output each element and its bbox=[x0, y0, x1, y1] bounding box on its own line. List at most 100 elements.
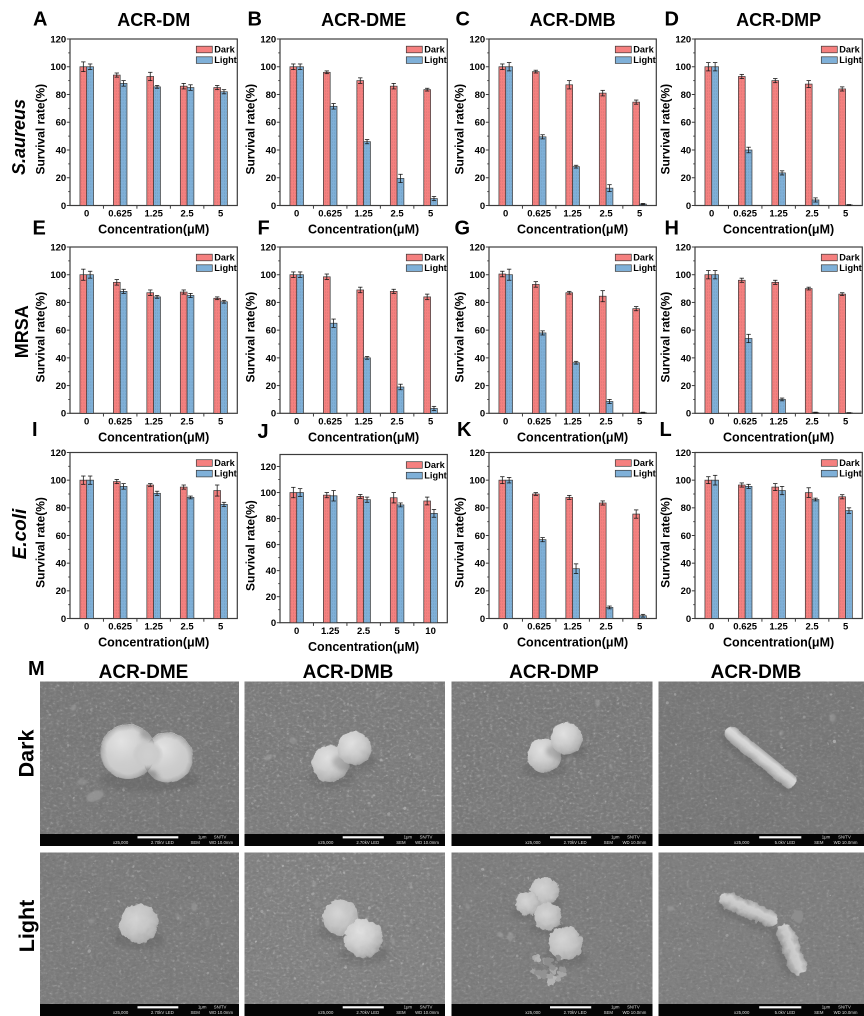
svg-text:Light: Light bbox=[839, 468, 861, 478]
svg-text:2.5: 2.5 bbox=[180, 622, 194, 633]
svg-text:Survival rate(%): Survival rate(%) bbox=[659, 497, 673, 588]
svg-text:20: 20 bbox=[475, 381, 486, 392]
svg-text:80: 80 bbox=[266, 298, 277, 309]
svg-text:5: 5 bbox=[637, 209, 643, 220]
svg-text:80: 80 bbox=[475, 503, 486, 514]
svg-text:L: L bbox=[660, 419, 672, 441]
svg-text:20: 20 bbox=[266, 381, 277, 392]
svg-text:20: 20 bbox=[56, 173, 67, 184]
svg-text:0: 0 bbox=[61, 409, 66, 420]
svg-text:Light: Light bbox=[214, 468, 236, 478]
svg-text:0: 0 bbox=[686, 409, 691, 420]
svg-text:0: 0 bbox=[271, 201, 276, 212]
svg-text:x25,000: x25,000 bbox=[734, 1010, 750, 1015]
svg-text:0.625: 0.625 bbox=[108, 417, 132, 428]
svg-text:Survival rate(%): Survival rate(%) bbox=[659, 84, 673, 175]
svg-text:100: 100 bbox=[50, 476, 66, 487]
svg-text:40: 40 bbox=[266, 566, 277, 577]
svg-text:0: 0 bbox=[503, 622, 508, 633]
svg-text:60: 60 bbox=[681, 118, 692, 129]
svg-text:120: 120 bbox=[675, 448, 691, 459]
svg-text:1μm: 1μm bbox=[611, 1005, 620, 1010]
svg-text:2.5: 2.5 bbox=[180, 417, 194, 428]
svg-text:5.0kV LED: 5.0kV LED bbox=[775, 1010, 796, 1015]
svg-text:100: 100 bbox=[675, 62, 691, 73]
svg-text:Concentration(μM): Concentration(μM) bbox=[723, 636, 834, 650]
svg-text:40: 40 bbox=[475, 145, 486, 156]
svg-text:SEM: SEM bbox=[814, 840, 824, 845]
svg-text:SEM: SEM bbox=[191, 840, 201, 845]
svg-text:1.25: 1.25 bbox=[354, 417, 373, 428]
svg-text:SN/TV: SN/TV bbox=[214, 835, 227, 840]
svg-text:2.5: 2.5 bbox=[805, 417, 819, 428]
svg-text:60: 60 bbox=[681, 326, 692, 337]
svg-text:5.0kV LED: 5.0kV LED bbox=[775, 840, 796, 845]
svg-text:2.70kV LED: 2.70kV LED bbox=[151, 1010, 174, 1015]
svg-text:0.625: 0.625 bbox=[318, 209, 342, 220]
svg-text:0: 0 bbox=[480, 409, 485, 420]
svg-text:0.625: 0.625 bbox=[318, 417, 342, 428]
svg-text:ACR-DMP: ACR-DMP bbox=[509, 662, 599, 683]
svg-text:0: 0 bbox=[61, 614, 66, 625]
svg-text:1.25: 1.25 bbox=[769, 417, 788, 428]
svg-text:100: 100 bbox=[469, 270, 485, 281]
svg-text:20: 20 bbox=[475, 586, 486, 597]
svg-text:60: 60 bbox=[56, 118, 67, 129]
svg-text:Concentration(μM): Concentration(μM) bbox=[98, 223, 209, 237]
svg-text:80: 80 bbox=[56, 90, 67, 101]
svg-text:0: 0 bbox=[686, 614, 691, 625]
svg-text:40: 40 bbox=[266, 145, 277, 156]
svg-text:1.25: 1.25 bbox=[563, 209, 582, 220]
svg-text:120: 120 bbox=[675, 34, 691, 45]
svg-text:40: 40 bbox=[681, 145, 692, 156]
svg-text:Dark: Dark bbox=[839, 44, 860, 54]
svg-text:1μm: 1μm bbox=[198, 1005, 207, 1010]
svg-text:x25,000: x25,000 bbox=[525, 1010, 541, 1015]
svg-text:80: 80 bbox=[681, 503, 692, 514]
svg-text:0.625: 0.625 bbox=[527, 209, 551, 220]
svg-text:2.70kV LED: 2.70kV LED bbox=[564, 1010, 587, 1015]
svg-text:120: 120 bbox=[260, 34, 276, 45]
svg-text:60: 60 bbox=[475, 531, 486, 542]
svg-text:SEM: SEM bbox=[191, 1010, 201, 1015]
svg-text:SN/TV: SN/TV bbox=[627, 1005, 640, 1010]
svg-text:5: 5 bbox=[843, 622, 849, 633]
svg-text:5: 5 bbox=[218, 209, 224, 220]
svg-text:0: 0 bbox=[294, 417, 299, 428]
svg-text:Light: Light bbox=[633, 55, 655, 65]
svg-text:F: F bbox=[258, 218, 270, 240]
svg-text:M: M bbox=[28, 658, 45, 680]
svg-text:0: 0 bbox=[294, 209, 299, 220]
svg-text:1.25: 1.25 bbox=[354, 209, 373, 220]
svg-text:100: 100 bbox=[469, 62, 485, 73]
svg-text:WD 10.0mm: WD 10.0mm bbox=[209, 1010, 233, 1015]
svg-text:SN/TV: SN/TV bbox=[420, 835, 433, 840]
svg-text:E.coli: E.coli bbox=[10, 508, 31, 559]
svg-text:120: 120 bbox=[50, 34, 66, 45]
svg-text:80: 80 bbox=[56, 298, 67, 309]
svg-text:A: A bbox=[33, 9, 47, 31]
svg-text:SN/TV: SN/TV bbox=[838, 835, 851, 840]
svg-text:100: 100 bbox=[50, 62, 66, 73]
svg-text:Concentration(μM): Concentration(μM) bbox=[723, 431, 834, 445]
svg-text:80: 80 bbox=[56, 503, 67, 514]
svg-text:40: 40 bbox=[56, 353, 67, 364]
svg-text:Dark: Dark bbox=[633, 44, 654, 54]
svg-text:D: D bbox=[665, 9, 679, 31]
svg-text:40: 40 bbox=[56, 145, 67, 156]
svg-text:20: 20 bbox=[56, 586, 67, 597]
svg-text:Light: Light bbox=[214, 263, 236, 273]
svg-text:x25,000: x25,000 bbox=[113, 1010, 129, 1015]
svg-text:I: I bbox=[32, 419, 38, 441]
svg-text:ACR-DME: ACR-DME bbox=[321, 10, 406, 30]
svg-text:0: 0 bbox=[503, 417, 508, 428]
svg-text:Concentration(μM): Concentration(μM) bbox=[308, 640, 419, 654]
svg-text:0: 0 bbox=[480, 201, 485, 212]
svg-text:1.25: 1.25 bbox=[144, 209, 163, 220]
svg-text:ACR-DMB: ACR-DMB bbox=[303, 662, 394, 683]
svg-text:ACR-DME: ACR-DME bbox=[99, 662, 189, 683]
svg-text:Light: Light bbox=[424, 55, 446, 65]
svg-text:60: 60 bbox=[266, 540, 277, 551]
svg-text:80: 80 bbox=[266, 90, 277, 101]
svg-text:0.625: 0.625 bbox=[108, 622, 132, 633]
